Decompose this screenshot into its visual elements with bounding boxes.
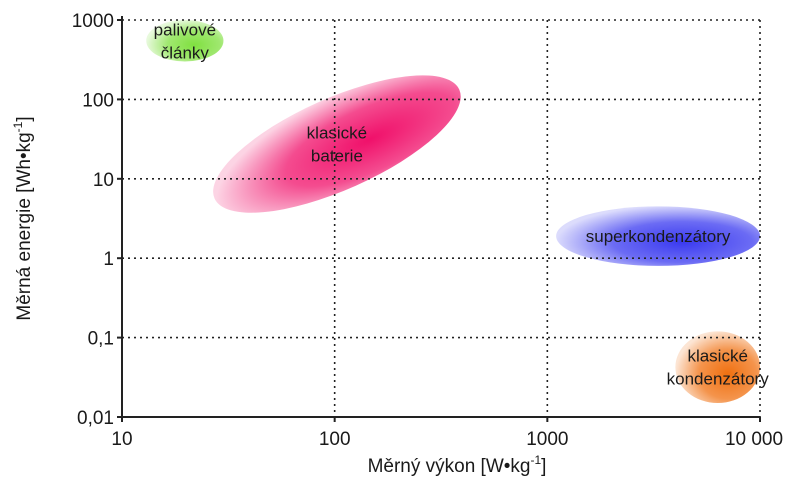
region-label-line: články bbox=[161, 43, 210, 62]
grid-layer bbox=[122, 20, 760, 417]
region-label-superkondenzátory: superkondenzátory bbox=[586, 227, 731, 246]
y-tick-label: 100 bbox=[82, 90, 114, 111]
regions-layer bbox=[146, 20, 761, 404]
region-label-palivové-články: palivové články bbox=[154, 20, 216, 62]
x-tick-label: 10 000 bbox=[725, 429, 783, 450]
axes-layer bbox=[117, 16, 761, 422]
x-tick-label: 100 bbox=[319, 429, 351, 450]
y-tick-label: 0,1 bbox=[88, 329, 114, 350]
region-palivové-články bbox=[146, 20, 224, 62]
region-klasické-kondenzátory bbox=[675, 331, 761, 404]
x-axis-title: Měrný výkon [W•kg-1] bbox=[368, 453, 547, 477]
region-label-line: klasické bbox=[307, 124, 367, 143]
region-label-line: superkondenzátory bbox=[586, 227, 731, 246]
x-axis-title-end: ] bbox=[541, 456, 546, 477]
y-tick-label: 10 bbox=[93, 170, 114, 191]
region-label-klasické-kondenzátory: klasické kondenzátory bbox=[667, 347, 770, 389]
y-axis-title-main: Měrná energie [Wh•kg bbox=[14, 132, 35, 320]
y-axis-title-exp: -1 bbox=[11, 121, 25, 132]
y-tick-label: 1000 bbox=[72, 11, 114, 32]
region-label-line: baterie bbox=[311, 147, 363, 166]
region-superkondenzátory bbox=[556, 206, 761, 266]
y-tick-label: 1 bbox=[103, 249, 114, 270]
y-axis-title-end: ] bbox=[14, 116, 35, 121]
region-klasické-baterie bbox=[213, 75, 461, 213]
x-tick-label: 1000 bbox=[526, 429, 568, 450]
region-label-line: klasické bbox=[687, 347, 747, 366]
x-axis-title-exp: -1 bbox=[530, 453, 541, 467]
x-tick-label: 10 bbox=[111, 429, 132, 450]
labels-layer: palivové články klasické baterie superkonden… bbox=[11, 11, 783, 477]
region-label-line: kondenzátory bbox=[667, 370, 770, 389]
y-tick-label: 0,01 bbox=[77, 408, 114, 429]
y-axis-title: Měrná energie [Wh•kg-1] bbox=[11, 116, 35, 320]
region-label-klasické-baterie: klasické baterie bbox=[307, 124, 367, 166]
x-axis-title-main: Měrný výkon [W•kg bbox=[368, 456, 531, 477]
region-label-line: palivové bbox=[154, 20, 216, 39]
